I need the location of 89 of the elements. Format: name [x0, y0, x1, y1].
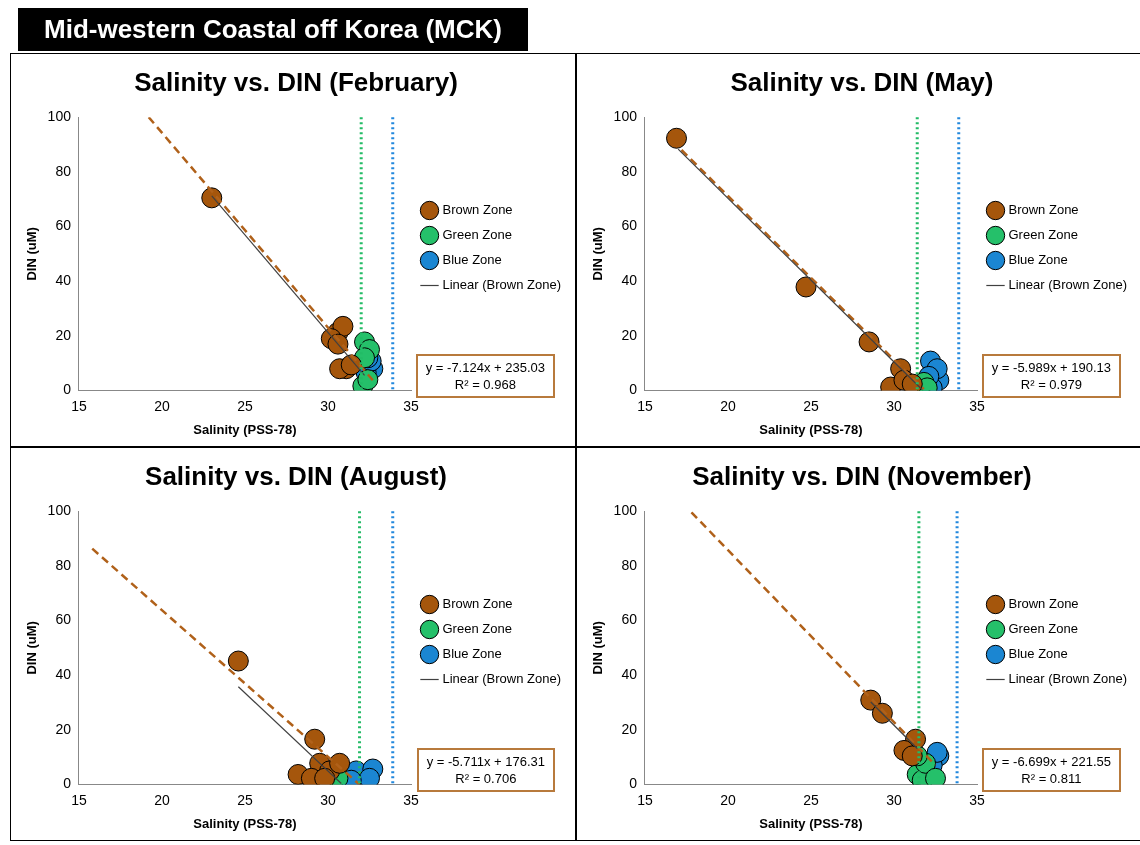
point — [227, 650, 249, 672]
y-tick-label: 40 — [621, 272, 638, 289]
y-tick-label: 100 — [47, 502, 72, 519]
legend-label: Brown Zone — [442, 596, 513, 612]
legend-label: Brown Zone — [1008, 202, 1079, 218]
y-axis-title: DIN (uM) — [24, 621, 40, 675]
text: R² = 0.811 — [1020, 770, 1083, 787]
legend-label: Green Zone — [442, 621, 512, 637]
x-tick-label: 35 — [403, 397, 419, 414]
x-tick-label: 15 — [637, 791, 653, 808]
x-tick-label: 20 — [720, 397, 736, 414]
y-tick-label: 60 — [55, 217, 72, 234]
y-tick-label: 80 — [55, 162, 72, 179]
legend-label: Green Zone — [442, 227, 512, 243]
point — [329, 752, 351, 774]
chart-title: Salinity vs. DIN (August) — [145, 460, 447, 491]
y-tick-label: 80 — [621, 556, 638, 573]
x-axis-title: Salinity (PSS-78) — [193, 421, 297, 437]
y-tick-label: 60 — [621, 611, 638, 628]
legend-label: Green Zone — [1008, 227, 1078, 243]
chart-title: Salinity vs. DIN (February) — [134, 66, 458, 97]
y-tick-label: 100 — [613, 502, 638, 519]
legend-label: Linear (Brown Zone) — [1008, 671, 1127, 687]
y-tick-label: 20 — [621, 326, 638, 343]
point — [795, 276, 817, 298]
y-axis-title: DIN (uM) — [590, 227, 606, 281]
legend-label: Linear (Brown Zone) — [442, 277, 561, 293]
y-tick-label: 100 — [47, 108, 72, 125]
legend-label: Brown Zone — [442, 202, 513, 218]
x-tick-label: 15 — [71, 397, 87, 414]
y-tick-label: 20 — [621, 720, 638, 737]
text: Mid-western Coastal off Korea (MCK) — [18, 8, 528, 51]
x-tick-label: 15 — [637, 397, 653, 414]
point — [357, 369, 379, 391]
point — [666, 127, 687, 149]
y-tick-label: 100 — [613, 108, 638, 125]
y-tick-label: 0 — [63, 775, 72, 792]
legend-label: Blue Zone — [442, 252, 502, 268]
text: y = -7.124x + 235.03 — [425, 359, 545, 376]
x-tick-label: 20 — [154, 397, 170, 414]
y-tick-label: 20 — [55, 720, 72, 737]
legend-label: Brown Zone — [1008, 596, 1079, 612]
legend-label: Blue Zone — [1008, 646, 1068, 662]
x-tick-label: 25 — [237, 397, 253, 414]
chart-title: Salinity vs. DIN (May) — [730, 66, 994, 97]
text: y = -6.699x + 221.55 — [991, 753, 1111, 770]
legend-label: Green Zone — [1008, 621, 1078, 637]
text: R² = 0.706 — [454, 770, 518, 787]
x-axis-title: Salinity (PSS-78) — [193, 815, 297, 831]
chart-title: Salinity vs. DIN (November) — [692, 460, 1032, 491]
x-tick-label: 25 — [803, 791, 819, 808]
x-tick-label: 30 — [320, 397, 336, 414]
x-axis-title: Salinity (PSS-78) — [759, 815, 863, 831]
x-tick-label: 30 — [320, 791, 336, 808]
legend-label: Linear (Brown Zone) — [1008, 277, 1127, 293]
y-axis-title: DIN (uM) — [24, 227, 40, 281]
y-tick-label: 40 — [55, 666, 72, 683]
y-tick-label: 20 — [55, 326, 72, 343]
y-tick-label: 40 — [621, 666, 638, 683]
y-tick-label: 0 — [629, 775, 638, 792]
y-tick-label: 0 — [63, 381, 72, 398]
y-tick-label: 0 — [629, 381, 638, 398]
x-tick-label: 30 — [886, 791, 902, 808]
legend-label: Blue Zone — [442, 646, 502, 662]
legend-label: Blue Zone — [1008, 252, 1068, 268]
x-tick-label: 25 — [803, 397, 819, 414]
x-axis-title: Salinity (PSS-78) — [759, 421, 863, 437]
text: R² = 0.968 — [453, 376, 517, 393]
x-tick-label: 35 — [969, 397, 985, 414]
y-tick-label: 80 — [621, 162, 638, 179]
x-tick-label: 20 — [154, 791, 170, 808]
point — [901, 745, 923, 767]
text: y = -5.989x + 190.13 — [991, 359, 1111, 376]
point — [332, 315, 354, 337]
text: y = -5.711x + 176.31 — [426, 753, 545, 770]
text: R² = 0.979 — [1019, 376, 1083, 393]
legend-label: Linear (Brown Zone) — [442, 671, 561, 687]
y-tick-label: 60 — [621, 217, 638, 234]
y-tick-label: 60 — [55, 611, 72, 628]
x-tick-label: 35 — [969, 791, 985, 808]
x-tick-label: 25 — [237, 791, 253, 808]
x-tick-label: 30 — [886, 397, 902, 414]
x-tick-label: 15 — [71, 791, 87, 808]
y-tick-label: 80 — [55, 556, 72, 573]
point — [304, 728, 326, 750]
x-tick-label: 35 — [403, 791, 419, 808]
x-tick-label: 20 — [720, 791, 736, 808]
y-tick-label: 40 — [55, 272, 72, 289]
y-axis-title: DIN (uM) — [590, 621, 606, 675]
